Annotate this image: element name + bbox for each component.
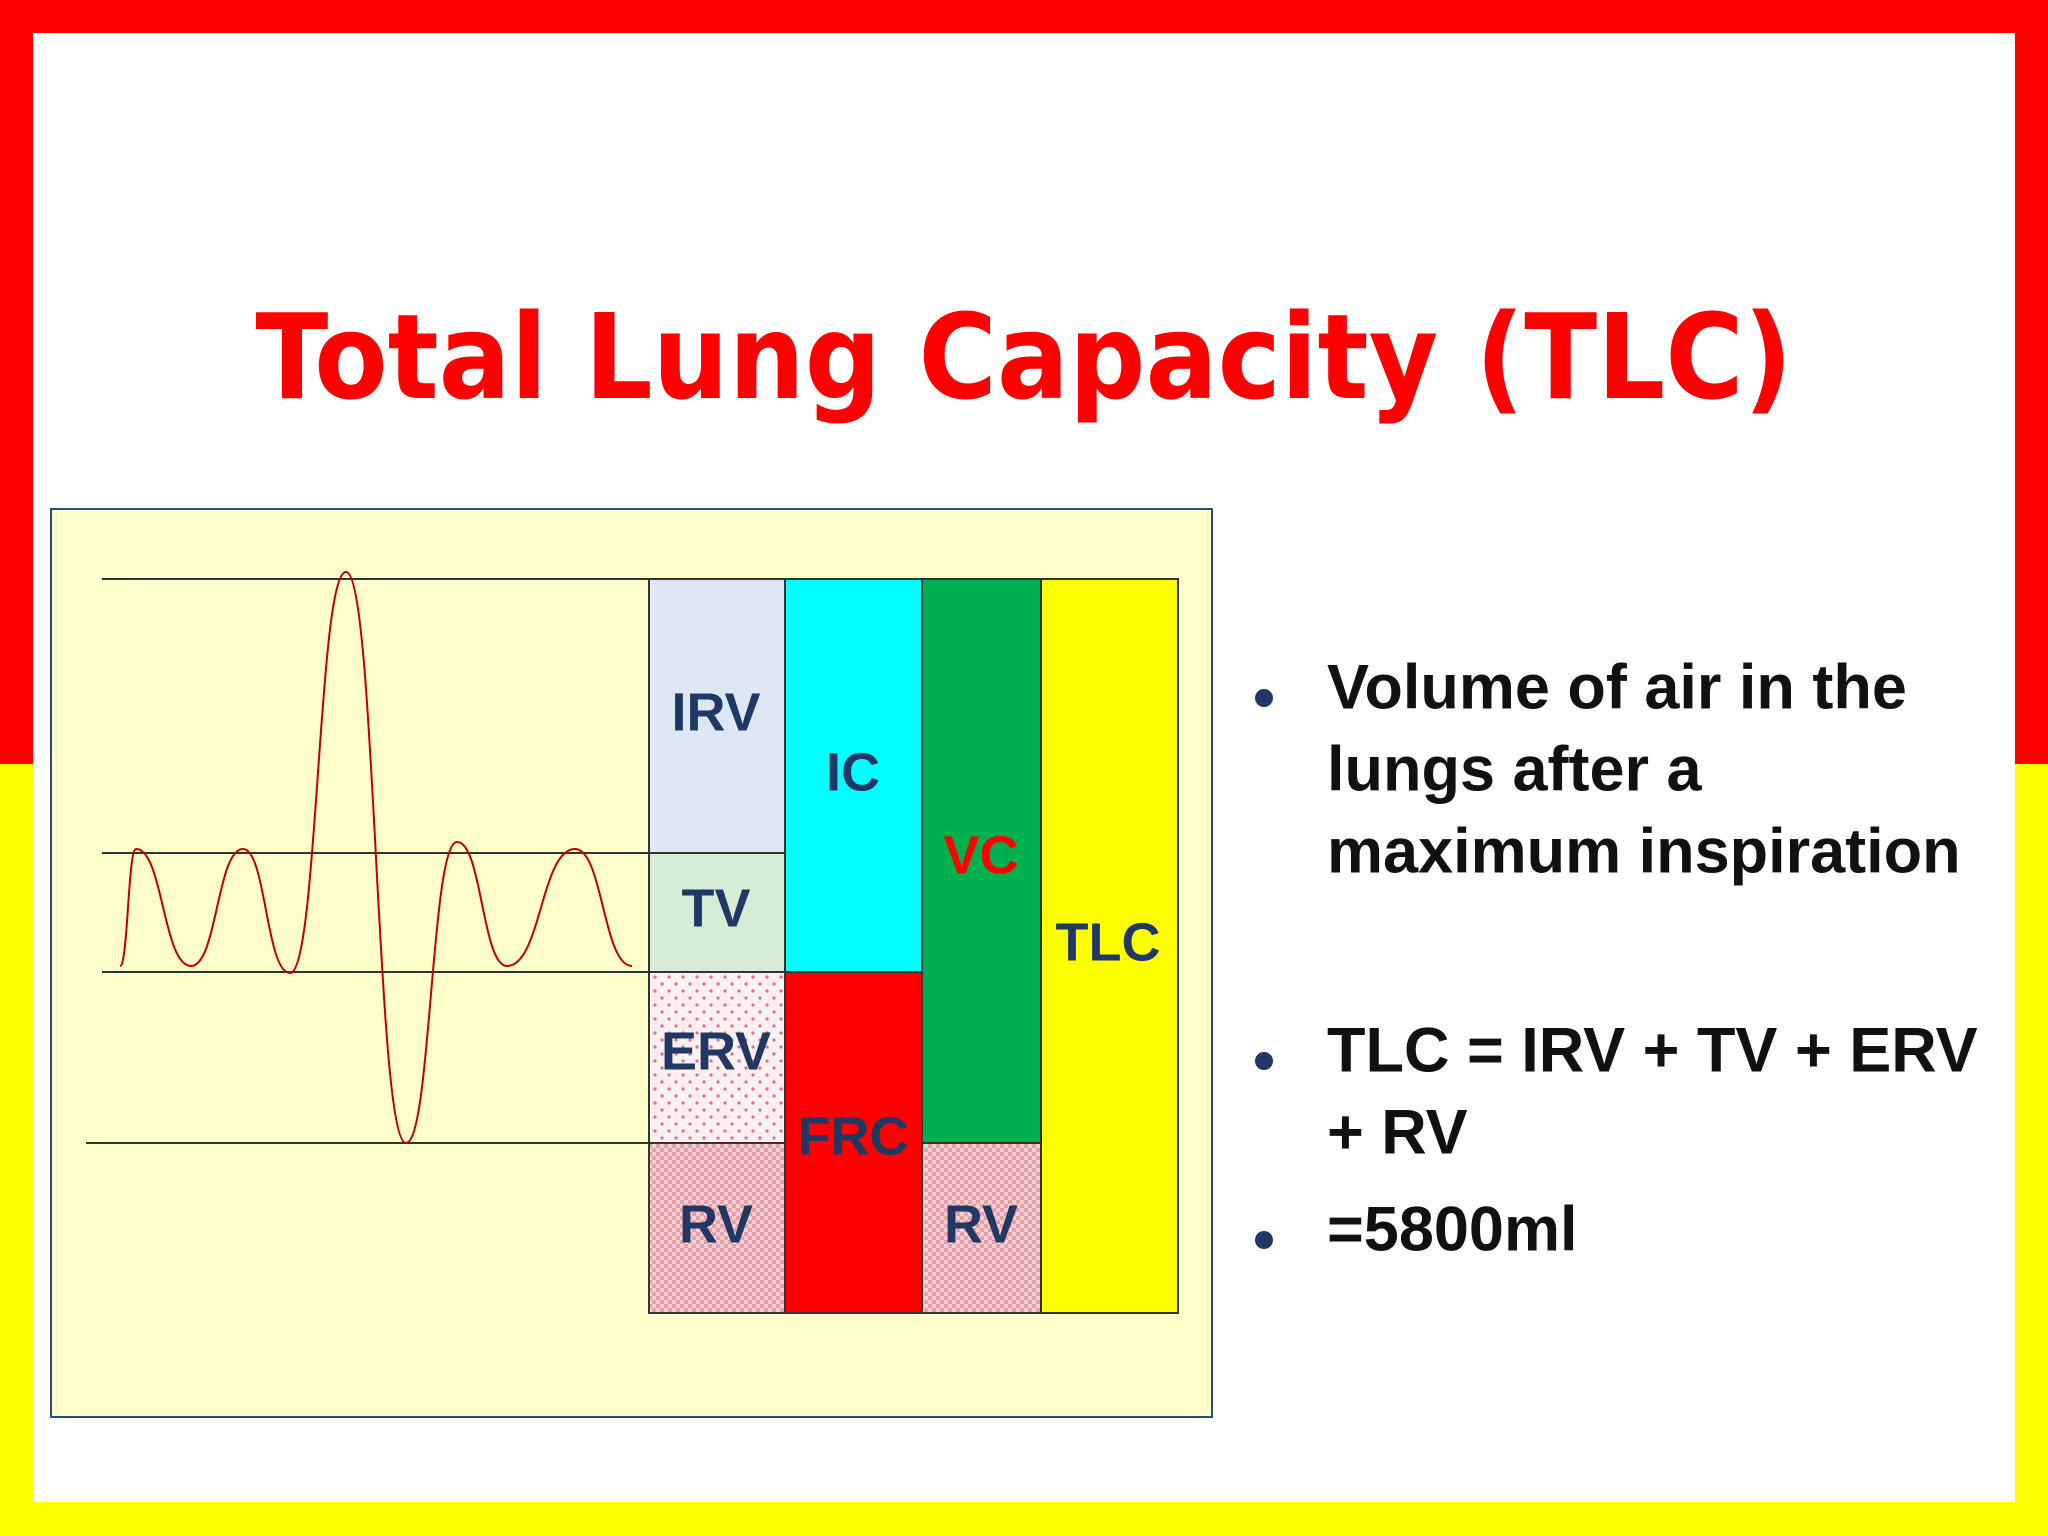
rv-box bbox=[921, 1142, 1042, 1314]
bullet-text: =5800ml bbox=[1327, 1195, 1577, 1265]
ic-label: IC bbox=[826, 742, 880, 802]
bullet-text: + RV bbox=[1327, 1098, 1468, 1168]
frc-box bbox=[784, 971, 923, 1314]
title: Total Lung Capacity (TLC) bbox=[256, 288, 1793, 426]
rv-label: RV bbox=[944, 1194, 1018, 1254]
erv-label: ERV bbox=[661, 1021, 771, 1081]
bullet-text: TLC = IRV + TV + ERV bbox=[1327, 1016, 1978, 1086]
bullet-text: Volume of air in the bbox=[1327, 653, 1907, 723]
spirogram-wave bbox=[119, 570, 633, 1145]
volume-columns bbox=[648, 578, 1179, 1314]
irv-label: IRV bbox=[671, 682, 760, 742]
bullet-list: Volume of air in the lungs after a maximum… bbox=[1255, 653, 1978, 1265]
vc-box bbox=[921, 578, 1042, 1144]
tv-label: TV bbox=[681, 878, 750, 938]
bullet-text: lungs after a bbox=[1327, 735, 1703, 805]
bullet-dot bbox=[1255, 1052, 1273, 1070]
vc-label: VC bbox=[943, 825, 1018, 885]
tlc-box bbox=[1040, 578, 1179, 1314]
ic-box bbox=[784, 578, 923, 973]
bullet-dot bbox=[1255, 1231, 1273, 1249]
tv-box bbox=[648, 852, 786, 973]
bullet-text: maximum inspiration bbox=[1327, 817, 1961, 887]
bullet-dot bbox=[1255, 689, 1273, 707]
rv-box bbox=[648, 1142, 786, 1314]
frc-label: FRC bbox=[798, 1106, 909, 1166]
rv-label: RV bbox=[679, 1194, 753, 1254]
tlc-label: TLC bbox=[1056, 912, 1161, 972]
